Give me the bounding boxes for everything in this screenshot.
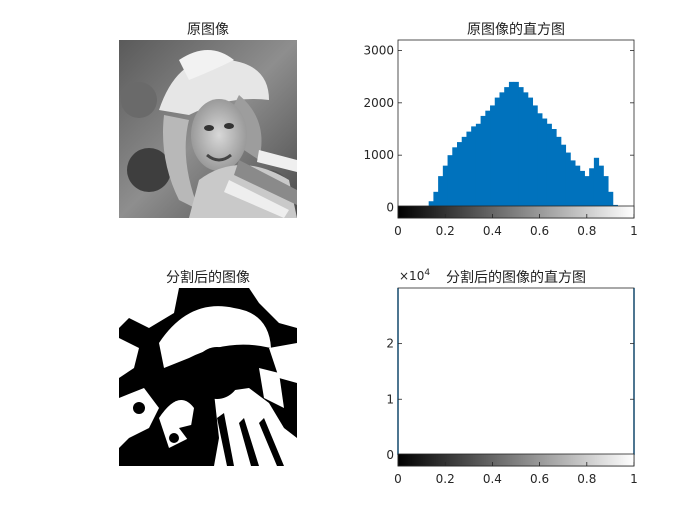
y-tick-label: 1000 — [363, 148, 394, 162]
histogram-bar — [433, 191, 439, 208]
y-tick-label: 0 — [386, 448, 394, 462]
histogram-bar — [541, 118, 548, 208]
histogram-bar — [537, 113, 543, 208]
x-tick-label: 0 — [394, 472, 402, 486]
y-tick-label: 1 — [386, 392, 394, 406]
original-image — [119, 40, 297, 218]
gray-colorbar — [397, 205, 635, 219]
histogram-bar — [570, 160, 576, 208]
histogram-bar — [579, 170, 585, 208]
histogram-bar — [598, 165, 604, 208]
histogram-bar — [447, 155, 453, 208]
x-tick-label: 1 — [630, 472, 638, 486]
histogram-bar — [494, 97, 500, 208]
histogram-bar — [575, 165, 581, 208]
original-histogram-title: 原图像的直方图 — [467, 22, 565, 38]
x-tick-label: 0.6 — [530, 224, 549, 238]
histogram-bar — [584, 176, 590, 208]
histogram-bar — [593, 157, 600, 208]
histogram-bar — [523, 92, 529, 208]
histogram-bar — [452, 147, 458, 208]
segmented-image — [119, 288, 297, 466]
histogram-bar — [551, 129, 557, 208]
histogram-bar — [513, 81, 519, 208]
histogram-bar — [475, 123, 482, 208]
x-tick-label: 0 — [394, 224, 402, 238]
gray-colorbar — [397, 453, 635, 467]
histogram-bar — [428, 201, 434, 208]
histogram-bar — [532, 105, 538, 208]
histogram-bar — [556, 136, 562, 208]
original-image-drawing — [119, 40, 297, 218]
x-tick-label: 1 — [630, 224, 638, 238]
histogram-bar — [485, 110, 491, 208]
multiplier-exponent: 4 — [424, 268, 431, 278]
x-tick-label: 0.6 — [530, 472, 549, 486]
histogram-bar — [508, 81, 515, 208]
histogram-bar — [603, 176, 609, 208]
histogram-bar — [466, 131, 472, 208]
histogram-bar — [438, 176, 444, 208]
y-tick-label: 3000 — [363, 43, 394, 57]
histogram-bar — [546, 123, 552, 208]
histogram-bar — [442, 165, 449, 208]
histogram-bar — [560, 144, 567, 208]
histogram-bar — [518, 87, 524, 208]
histogram-bar — [471, 126, 477, 208]
histogram-bar — [461, 136, 467, 208]
original-image-title: 原图像 — [187, 22, 229, 38]
y-tick-label: 2000 — [363, 96, 394, 110]
y-tick-label: 2 — [386, 337, 394, 351]
x-tick-label: 0.4 — [483, 472, 502, 486]
histogram-bar — [608, 191, 614, 208]
x-tick-label: 0.2 — [436, 472, 455, 486]
histogram-bar — [589, 168, 595, 208]
y-tick-label: 0 — [386, 201, 394, 215]
axes-frame — [397, 287, 635, 467]
histogram-bar — [565, 152, 571, 208]
x-tick-label: 0.8 — [577, 224, 596, 238]
histogram-bar — [490, 105, 496, 208]
histogram-bar — [499, 92, 505, 208]
multiplier-base: ×10 — [399, 269, 425, 283]
histogram-bar — [480, 115, 486, 208]
x-tick-label: 0.2 — [436, 224, 455, 238]
histogram-bar — [457, 142, 463, 208]
histogram-bar — [504, 87, 510, 208]
x-tick-label: 0.4 — [483, 224, 502, 238]
segmented-hist-y-multiplier: ×104 — [399, 268, 430, 283]
segmented-image-title: 分割后的图像 — [166, 270, 250, 286]
x-tick-label: 0.8 — [577, 472, 596, 486]
segmented-image-drawing — [119, 288, 297, 466]
histogram-bar — [527, 97, 534, 208]
segmented-histogram-title: 分割后的图像的直方图 — [446, 270, 586, 286]
